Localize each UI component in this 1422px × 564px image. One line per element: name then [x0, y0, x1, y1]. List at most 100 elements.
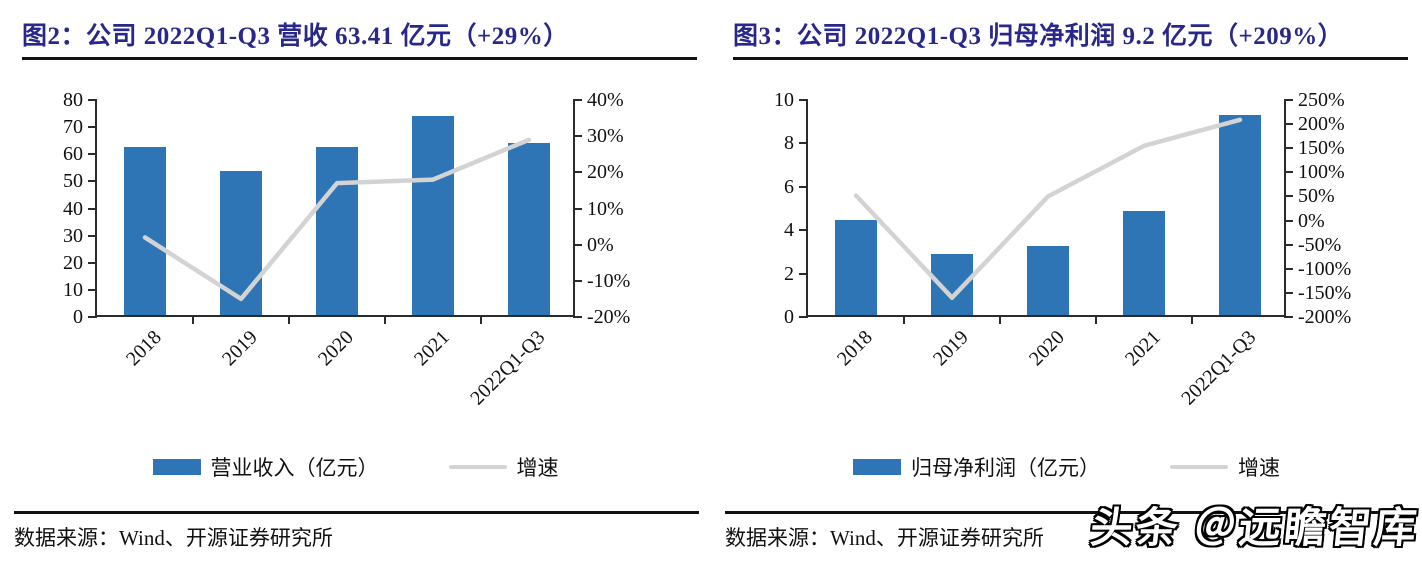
left-axis-tick-label: 60: [63, 143, 83, 166]
left-axis-tick-label: 30: [63, 224, 83, 247]
left-axis-tick-label: 70: [63, 116, 83, 139]
left-axis-tick-label: 20: [63, 251, 83, 274]
left-axis-tick-label: 80: [63, 89, 83, 111]
x-axis-category-label: 2022Q1-Q3: [1177, 326, 1261, 410]
growth-rate-line: [142, 137, 532, 302]
right-axis-tick-mark: [1284, 147, 1293, 150]
right-axis-tick-label: 0%: [1298, 209, 1325, 232]
x-axis-category-label: 2021: [410, 326, 454, 371]
bar-2021: [1123, 210, 1165, 315]
left-axis-tick-mark: [88, 99, 97, 101]
left-axis-tick-label: 6: [784, 175, 794, 198]
growth-rate-line: [853, 117, 1243, 300]
right-axis-tick-label: 40%: [587, 89, 624, 111]
figure-3-panel: 图3：公司 2022Q1-Q3 归母净利润 9.2 亿元（+209%） 10 8 6…: [711, 0, 1422, 564]
left-axis-tick-mark: [88, 153, 97, 156]
left-axis-tick-label: 8: [784, 132, 794, 155]
left-axis-tick-label: 2: [784, 262, 794, 285]
left-axis-tick-mark: [88, 180, 97, 183]
right-axis-tick-label: -200%: [1298, 306, 1352, 328]
left-axis-tick-mark: [799, 185, 808, 188]
right-axis-tick-label: -100%: [1298, 257, 1352, 280]
x-axis-category-label: 2019: [929, 326, 973, 371]
right-axis-tick-label: -150%: [1298, 281, 1352, 304]
right-axis-tick-label: 250%: [1298, 89, 1345, 111]
x-axis-tick-mark: [1095, 315, 1097, 324]
x-axis-category-label: 2018: [122, 326, 166, 371]
right-axis-tick-mark: [573, 279, 582, 282]
right-axis-tick-mark: [1284, 219, 1293, 222]
revenue-chart-legend: 营业收入（亿元） 增速: [0, 452, 711, 482]
left-axis-tick-mark: [799, 272, 808, 275]
bar-legend-swatch: [853, 459, 901, 475]
net-profit-chart-legend: 归母净利润（亿元） 增速: [711, 452, 1422, 482]
right-axis-tick-label: 30%: [587, 125, 624, 148]
left-axis-tick-label: 40: [63, 197, 83, 220]
x-axis-category-label: 2020: [314, 326, 358, 371]
line-legend-label: 增速: [1238, 456, 1280, 480]
line-legend-label: 增速: [516, 456, 559, 480]
left-axis-tick-label: 0: [73, 306, 83, 328]
right-axis-tick-label: 20%: [587, 161, 624, 184]
right-axis-tick-mark: [573, 135, 582, 138]
left-axis-tick-mark: [88, 207, 97, 210]
x-axis-category-label: 2019: [218, 326, 262, 371]
bar-legend-label: 归母净利润（亿元）: [911, 456, 1100, 480]
left-axis-tick-mark: [799, 142, 808, 145]
right-axis-tick-mark: [1284, 316, 1293, 318]
title-rule: [22, 57, 697, 60]
left-axis-tick-mark: [88, 126, 97, 129]
x-axis-tick-mark: [903, 315, 905, 324]
left-axis-tick-label: 50: [63, 170, 83, 193]
x-axis-category-label: 2022Q1-Q3: [466, 326, 550, 410]
x-axis-category-label: 2018: [833, 326, 877, 371]
right-axis-tick-label: -10%: [587, 269, 631, 292]
right-axis-tick-label: 150%: [1298, 137, 1345, 160]
right-axis-tick-label: -50%: [1298, 233, 1342, 256]
right-axis-tick-label: 50%: [1298, 185, 1335, 208]
line-legend-swatch: [448, 465, 507, 469]
left-axis-tick-mark: [88, 288, 97, 291]
source-rule: [725, 511, 1410, 514]
right-axis-tick-mark: [1284, 171, 1293, 174]
left-axis-tick-mark: [88, 316, 97, 318]
x-axis-tick-mark: [384, 315, 386, 324]
right-axis-tick-mark: [573, 316, 582, 318]
right-axis-tick-label: 100%: [1298, 161, 1345, 184]
title-rule: [733, 57, 1408, 60]
line-legend-swatch: [1170, 465, 1228, 469]
right-axis-tick-mark: [1284, 99, 1293, 101]
x-axis-tick-mark: [480, 315, 482, 324]
left-axis-tick-mark: [799, 229, 808, 232]
x-axis-tick-mark: [1191, 315, 1193, 324]
right-axis-tick-mark: [573, 207, 582, 210]
left-axis-tick-mark: [88, 261, 97, 264]
left-axis-tick-mark: [88, 234, 97, 237]
x-axis-category-label: 2021: [1121, 326, 1165, 371]
x-axis-tick-mark: [288, 315, 290, 324]
figure-3-title: 图3：公司 2022Q1-Q3 归母净利润 9.2 亿元（+209%）: [733, 23, 1344, 50]
toutiao-watermark: 头条 ＠远瞻智库: [1088, 506, 1422, 552]
x-axis-category-label: 2020: [1025, 326, 1069, 371]
right-axis-tick-label: 0%: [587, 233, 614, 256]
right-axis-tick-label: 200%: [1298, 113, 1345, 136]
x-axis-tick-mark: [192, 315, 194, 324]
right-axis-tick-label: -20%: [587, 306, 631, 328]
right-axis-tick-mark: [573, 171, 582, 174]
right-axis-tick-mark: [573, 99, 582, 101]
left-axis-tick-label: 0: [784, 306, 794, 328]
right-axis-tick-mark: [1284, 195, 1293, 198]
figure-2-title: 图2：公司 2022Q1-Q3 营收 63.41 亿元（+29%）: [22, 23, 569, 50]
bar-2020: [1027, 245, 1069, 315]
right-axis-tick-mark: [1284, 243, 1293, 246]
right-axis-tick-mark: [1284, 291, 1293, 294]
bar-2020: [316, 146, 358, 315]
bar-2021: [412, 115, 454, 315]
left-axis-tick-mark: [799, 99, 808, 101]
left-axis-tick-label: 10: [63, 278, 83, 301]
x-axis-tick-mark: [999, 315, 1001, 324]
figure-2-panel: 图2：公司 2022Q1-Q3 营收 63.41 亿元（+29%） 80 70 60…: [0, 23, 711, 550]
bar-legend-label: 营业收入（亿元）: [210, 456, 379, 480]
bar-2022Q1-Q3: [508, 143, 550, 315]
right-axis-tick-mark: [1284, 123, 1293, 126]
